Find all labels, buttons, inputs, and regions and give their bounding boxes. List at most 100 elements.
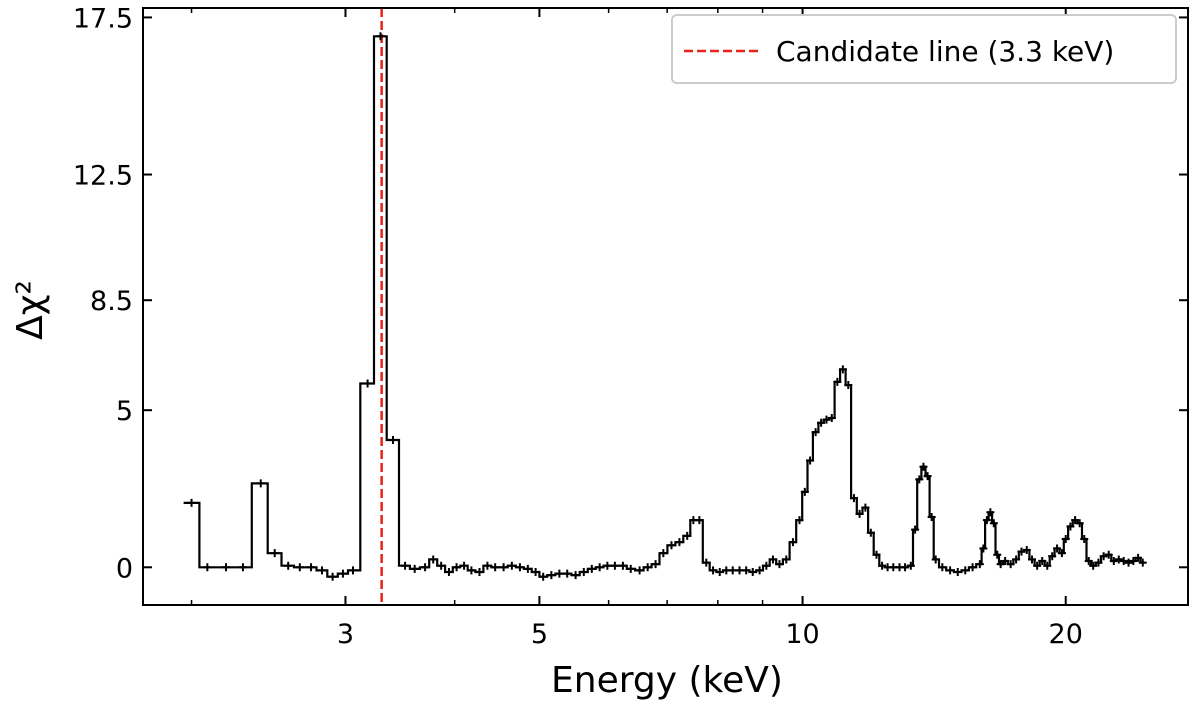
data-point-marker	[363, 379, 372, 388]
data-point-marker	[401, 561, 410, 570]
data-point-marker	[946, 566, 955, 575]
y-axis-label: Δχ²	[10, 280, 51, 340]
data-point-marker	[982, 516, 991, 525]
data-point-marker	[800, 487, 809, 496]
data-point-marker	[1057, 549, 1066, 558]
data-point-marker	[626, 564, 635, 573]
data-point-marker	[1053, 544, 1062, 553]
data-point-marker	[975, 560, 984, 569]
data-point-marker	[579, 568, 588, 577]
data-point-marker	[1075, 519, 1084, 528]
data-point-marker	[795, 516, 804, 525]
data-point-marker	[811, 428, 820, 437]
x-tick-label: 10	[785, 619, 819, 650]
data-point-marker	[667, 541, 676, 550]
data-point-marker	[1109, 557, 1118, 566]
data-point-marker	[515, 563, 524, 572]
data-point-marker	[563, 569, 572, 578]
data-point-marker	[1043, 561, 1052, 570]
data-point-marker	[483, 561, 492, 570]
data-point-marker	[986, 508, 995, 517]
data-point-marker	[878, 561, 887, 570]
x-tick-label: 3	[337, 619, 354, 650]
data-point-marker	[376, 32, 385, 41]
data-point-marker	[901, 563, 910, 572]
data-point-marker	[989, 519, 998, 528]
data-point-marker	[683, 531, 692, 540]
data-point-marker	[256, 479, 265, 488]
data-point-marker	[1048, 552, 1057, 561]
data-point-marker	[979, 544, 988, 553]
data-point-marker	[635, 566, 644, 575]
data-point-marker	[762, 561, 771, 570]
data-point-marker	[953, 568, 962, 577]
data-point-marker	[187, 498, 196, 507]
y-tick-label: 0	[116, 553, 133, 584]
data-point-marker	[595, 563, 604, 572]
data-point-marker	[1066, 522, 1075, 531]
data-point-marker	[421, 563, 430, 572]
data-point-marker	[844, 381, 853, 390]
data-point-marker	[695, 516, 704, 525]
x-tick-label: 5	[531, 619, 548, 650]
data-point-marker	[410, 564, 419, 573]
data-point-marker	[1022, 546, 1031, 555]
y-tick-label: 8.5	[90, 286, 133, 317]
data-point-marker	[715, 568, 724, 577]
data-point-marker	[1134, 553, 1143, 562]
data-point-marker	[872, 550, 881, 559]
data-point-marker	[919, 462, 928, 471]
data-point-marker	[659, 549, 668, 558]
data-point-marker	[748, 568, 757, 577]
x-axis-label: Energy (keV)	[551, 660, 783, 701]
data-point-marker	[1129, 557, 1138, 566]
data-point-marker	[328, 572, 337, 581]
data-point-marker	[523, 564, 532, 573]
data-point-marker	[915, 475, 924, 484]
data-point-marker	[1027, 555, 1036, 564]
data-point-marker	[1094, 558, 1103, 567]
data-point-marker	[618, 561, 627, 570]
data-point-marker	[993, 550, 1002, 559]
data-point-marker	[587, 564, 596, 573]
data-point-marker	[849, 494, 858, 503]
legend-label-candidate-line: Candidate line (3.3 keV)	[776, 35, 1114, 68]
data-point-marker	[643, 563, 652, 572]
delta-chi2-step-line	[183, 35, 1146, 578]
data-point-marker	[855, 509, 864, 518]
data-point-marker	[1124, 558, 1133, 567]
data-point-marker	[827, 414, 836, 423]
data-point-marker	[675, 538, 684, 547]
legend: Candidate line (3.3 keV)	[671, 14, 1177, 84]
data-point-marker	[866, 528, 875, 537]
data-point-marker	[452, 563, 461, 572]
data-point-marker	[610, 561, 619, 570]
data-point-marker	[388, 436, 397, 445]
axis-ticks: 3 5 10 20 0 5 8.5 12.5 17.5	[73, 3, 1188, 650]
data-point-marker	[307, 563, 316, 572]
data-point-marker	[911, 525, 920, 534]
data-point-marker	[923, 472, 932, 481]
data-point-marker	[203, 563, 212, 572]
data-point-marker	[838, 365, 847, 374]
data-point-marker	[1038, 557, 1047, 566]
data-point-marker	[571, 571, 580, 580]
x-tick-label: 20	[1049, 619, 1083, 650]
data-point-marker	[531, 568, 540, 577]
data-point-marker	[728, 566, 737, 575]
data-point-marker	[1033, 561, 1042, 570]
data-point-marker	[782, 555, 791, 564]
data-point-marker	[651, 560, 660, 569]
y-tick-label: 5	[116, 396, 133, 427]
data-point-marker	[1089, 561, 1098, 570]
data-point-marker	[444, 568, 453, 577]
data-point-marker	[775, 560, 784, 569]
data-point-marker	[861, 503, 870, 512]
data-point-marker	[702, 558, 711, 567]
data-point-marker	[317, 566, 326, 575]
data-point-marker	[968, 563, 977, 572]
data-point-marker	[1080, 535, 1089, 544]
data-point-marker	[284, 561, 293, 570]
y-tick-label: 17.5	[73, 3, 133, 34]
data-point-marker	[931, 555, 940, 564]
